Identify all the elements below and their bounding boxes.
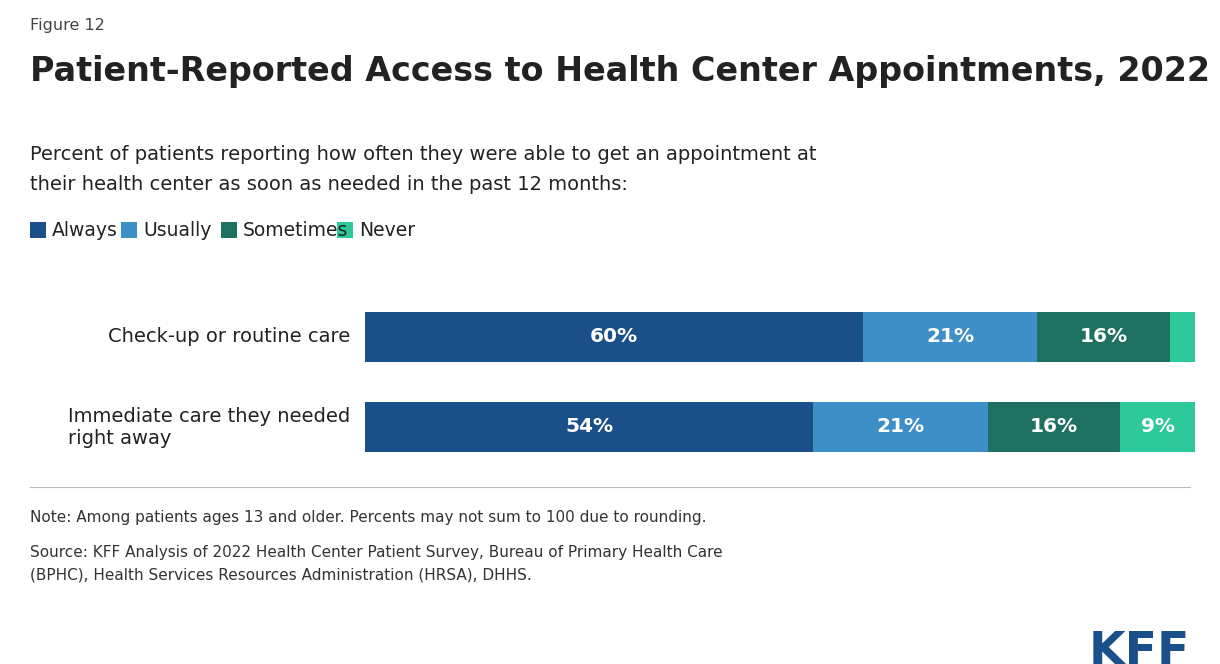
Text: KFF: KFF: [1088, 630, 1190, 664]
Text: Always: Always: [52, 220, 118, 240]
Text: 54%: 54%: [565, 418, 614, 436]
Bar: [365, 312, 863, 362]
Text: Figure 12: Figure 12: [30, 18, 105, 33]
Text: their health center as soon as needed in the past 12 months:: their health center as soon as needed in…: [30, 175, 628, 194]
Bar: [987, 402, 1120, 452]
Text: Source: KFF Analysis of 2022 Health Center Patient Survey, Bureau of Primary Hea: Source: KFF Analysis of 2022 Health Cent…: [30, 545, 722, 560]
Text: Percent of patients reporting how often they were able to get an appointment at: Percent of patients reporting how often …: [30, 145, 816, 164]
Text: Note: Among patients ages 13 and older. Percents may not sum to 100 due to round: Note: Among patients ages 13 and older. …: [30, 510, 706, 525]
Bar: [1037, 312, 1170, 362]
Bar: [863, 312, 1037, 362]
Text: 21%: 21%: [876, 418, 925, 436]
Text: Never: Never: [359, 220, 415, 240]
Text: 21%: 21%: [926, 327, 975, 347]
Bar: [1170, 312, 1196, 362]
Text: 16%: 16%: [1080, 327, 1127, 347]
Text: (BPHC), Health Services Resources Administration (HRSA), DHHS.: (BPHC), Health Services Resources Admini…: [30, 568, 532, 583]
Text: Immediate care they needed
right away: Immediate care they needed right away: [68, 406, 350, 448]
Text: Sometimes: Sometimes: [243, 220, 348, 240]
Text: Check-up or routine care: Check-up or routine care: [107, 327, 350, 347]
Text: 60%: 60%: [590, 327, 638, 347]
Bar: [365, 402, 814, 452]
Text: 16%: 16%: [1030, 418, 1078, 436]
Text: 9%: 9%: [1141, 418, 1175, 436]
Bar: [814, 402, 987, 452]
Bar: [1120, 402, 1196, 452]
Text: Patient-Reported Access to Health Center Appointments, 2022: Patient-Reported Access to Health Center…: [30, 55, 1210, 88]
Text: Usually: Usually: [143, 220, 211, 240]
